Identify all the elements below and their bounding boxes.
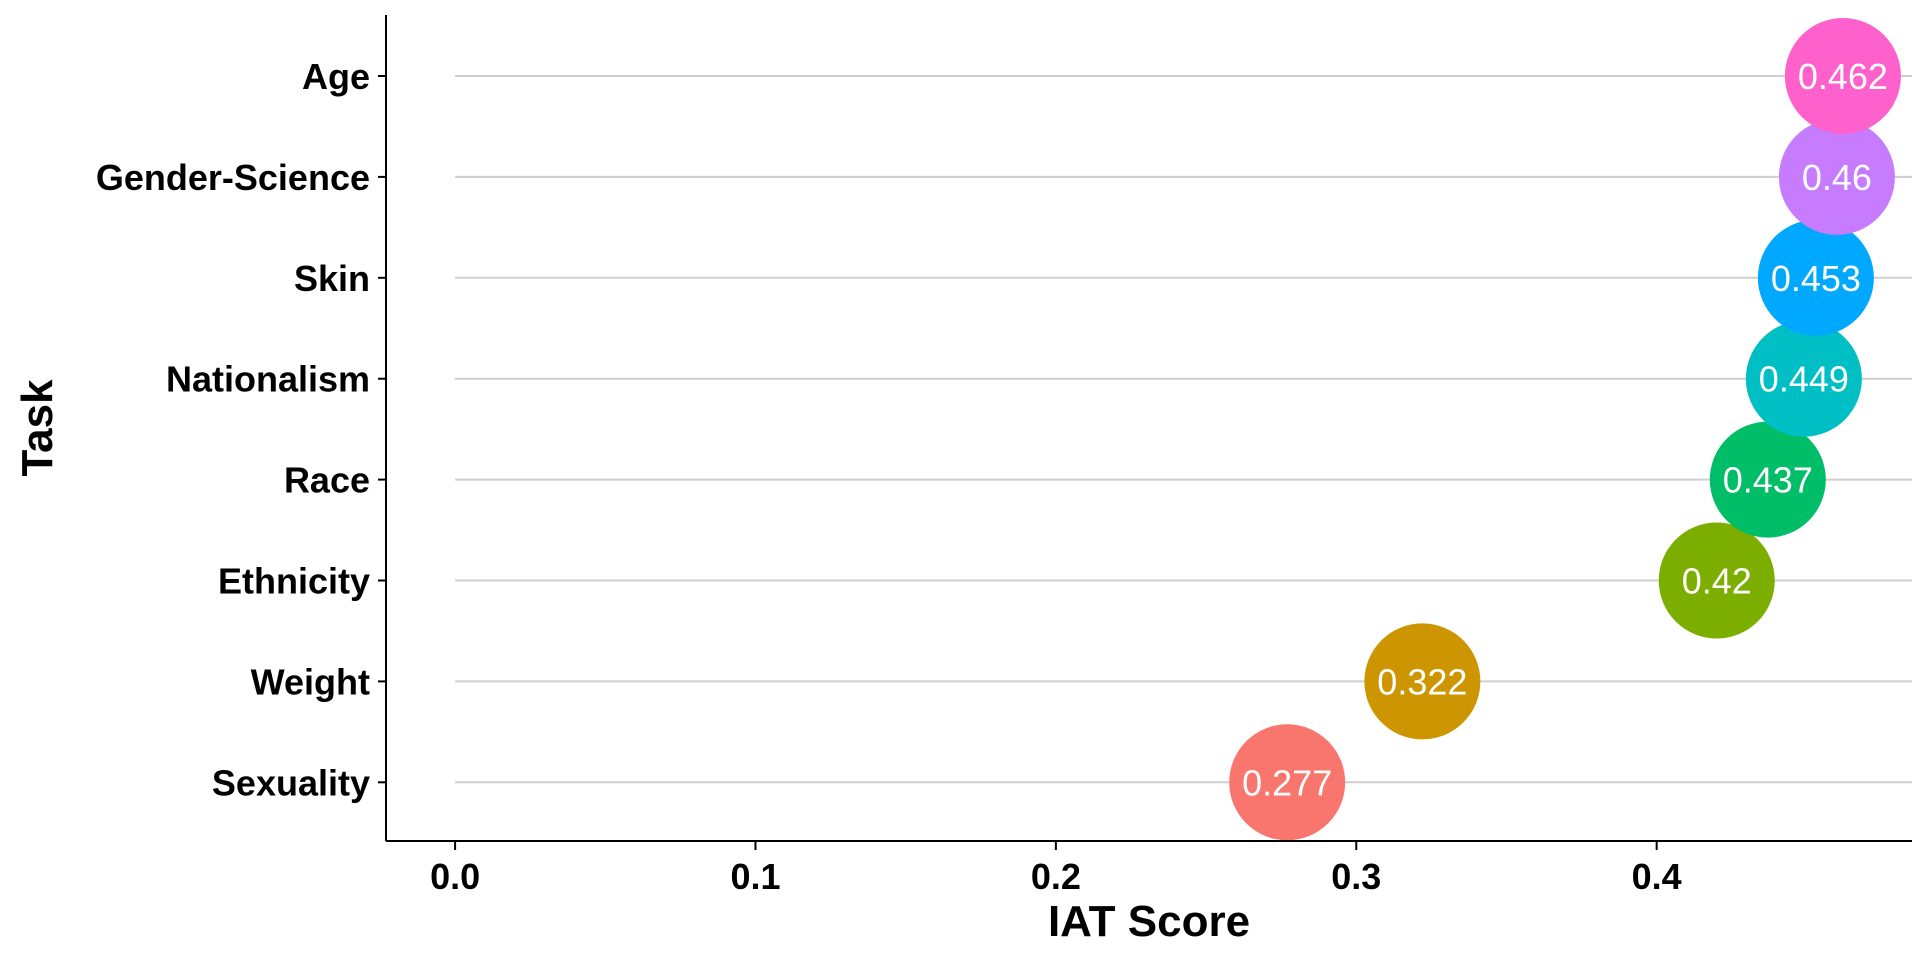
x-axis-ticks: 0.0 0.1 0.2 0.3 0.4	[430, 841, 1682, 897]
x-tick-label: 0.3	[1331, 856, 1381, 897]
x-tick-label: 0.0	[430, 856, 480, 897]
y-tick-label: Ethnicity	[218, 561, 370, 602]
y-tick-label: Race	[284, 460, 370, 501]
y-axis-title: Task	[13, 379, 62, 477]
y-tick-label: Skin	[294, 258, 370, 299]
point-label-age: 0.462	[1798, 56, 1888, 97]
point-race	[1709, 421, 1826, 538]
point-weight	[1364, 623, 1481, 740]
y-tick-label: Age	[302, 56, 370, 97]
point-label-skin: 0.453	[1771, 258, 1861, 299]
point-label-gender-science: 0.46	[1802, 157, 1872, 198]
point-gender-science	[1778, 118, 1895, 235]
point-label-ethnicity: 0.42	[1682, 561, 1752, 602]
grid-lines	[455, 75, 1912, 784]
point-nationalism	[1745, 320, 1862, 437]
data-points: 0.277 0.322 0.42 0.437 0.449 0.453 0.46 0.462	[1229, 18, 1901, 841]
x-tick-label: 0.1	[730, 856, 780, 897]
x-tick-label: 0.4	[1632, 856, 1682, 897]
y-tick-label: Nationalism	[166, 359, 370, 400]
point-label-race: 0.437	[1723, 460, 1813, 501]
y-tick-label: Weight	[251, 661, 370, 702]
point-age	[1784, 18, 1901, 134]
point-label-nationalism: 0.449	[1759, 359, 1849, 400]
y-axis-ticks: Sexuality Weight Ethnicity Race Nationalism S…	[96, 56, 386, 803]
point-label-sexuality: 0.277	[1242, 762, 1332, 803]
point-ethnicity	[1658, 522, 1775, 639]
point-label-weight: 0.322	[1377, 661, 1467, 702]
x-tick-label: 0.2	[1031, 856, 1081, 897]
x-axis-title: IAT Score	[1048, 897, 1250, 946]
y-tick-label: Sexuality	[212, 762, 370, 803]
y-tick-label: Gender-Science	[96, 157, 370, 198]
point-skin	[1757, 219, 1874, 336]
axes	[385, 15, 1912, 842]
point-sexuality	[1229, 724, 1346, 841]
